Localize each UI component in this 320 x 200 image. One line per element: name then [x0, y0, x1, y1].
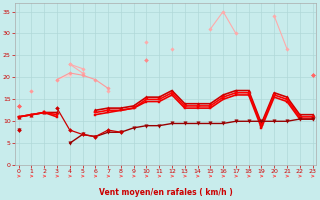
- X-axis label: Vent moyen/en rafales ( km/h ): Vent moyen/en rafales ( km/h ): [99, 188, 232, 197]
